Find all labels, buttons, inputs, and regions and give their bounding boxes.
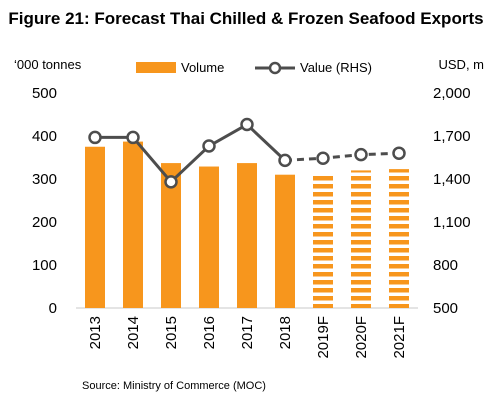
- right-tick-label: 1,700: [433, 128, 471, 145]
- right-tick-label: 800: [433, 257, 458, 274]
- forecast-bar: [313, 174, 333, 308]
- legend-value-marker: [268, 61, 282, 75]
- right-tick-label: 1,400: [433, 171, 471, 188]
- legend-volume-label: Volume: [181, 60, 224, 75]
- volume-bar: [199, 166, 219, 308]
- left-tick-label: 100: [32, 257, 57, 274]
- legend-volume-swatch: [136, 62, 176, 73]
- x-tick-label: 2021F: [391, 316, 408, 359]
- value-point: [202, 139, 216, 153]
- forecast-bar: [351, 170, 371, 308]
- x-tick-label: 2017: [239, 316, 256, 349]
- right-tick-label: 500: [433, 300, 458, 317]
- left-tick-label: 300: [32, 171, 57, 188]
- value-point: [126, 130, 140, 145]
- value-point: [164, 175, 178, 189]
- value-line-forecast: [284, 151, 400, 162]
- right-tick-label: 1,100: [433, 214, 471, 231]
- forecast-bar: [389, 169, 409, 308]
- volume-bar: [275, 174, 295, 308]
- value-point: [278, 153, 292, 168]
- legend: Volume Value (RHS): [136, 60, 372, 75]
- x-axis: 2013 2014 2015 2016 2017 2018 2019F 2020F 2021F: [87, 316, 408, 359]
- volume-bar: [123, 141, 143, 308]
- right-tick-label: 2,000: [433, 85, 471, 102]
- value-point: [88, 130, 102, 145]
- x-tick-label: 2020F: [353, 316, 370, 359]
- x-tick-label: 2018: [277, 316, 294, 349]
- source-note: Source: Ministry of Commerce (MOC): [82, 380, 266, 392]
- volume-bar: [85, 146, 105, 308]
- left-tick-label: 0: [49, 300, 57, 317]
- x-tick-label: 2013: [87, 316, 104, 349]
- left-axis-label: ‘000 tonnes: [14, 57, 82, 72]
- x-tick-label: 2016: [201, 316, 218, 349]
- left-tick-label: 400: [32, 128, 57, 145]
- value-point: [392, 146, 406, 160]
- left-tick-label: 200: [32, 214, 57, 231]
- x-tick-label: 2015: [163, 316, 180, 349]
- volume-bar: [161, 163, 181, 308]
- right-axis-label: USD, m: [439, 57, 485, 72]
- x-tick-label: 2014: [125, 316, 142, 349]
- value-point: [354, 147, 368, 162]
- value-point: [240, 117, 254, 132]
- left-tick-label: 500: [32, 85, 57, 102]
- left-axis: 0 100 200 300 400 500: [32, 85, 57, 317]
- bars: [85, 141, 409, 308]
- volume-bar: [237, 163, 257, 308]
- x-tick-label: 2019F: [315, 316, 332, 359]
- chart-title: Figure 21: Forecast Thai Chilled & Froze…: [8, 9, 483, 28]
- legend-value-label: Value (RHS): [300, 60, 372, 75]
- value-line-series: [88, 117, 406, 189]
- value-point: [316, 151, 330, 165]
- right-axis: 500 800 1,100 1,400 1,700 2,000: [433, 85, 471, 317]
